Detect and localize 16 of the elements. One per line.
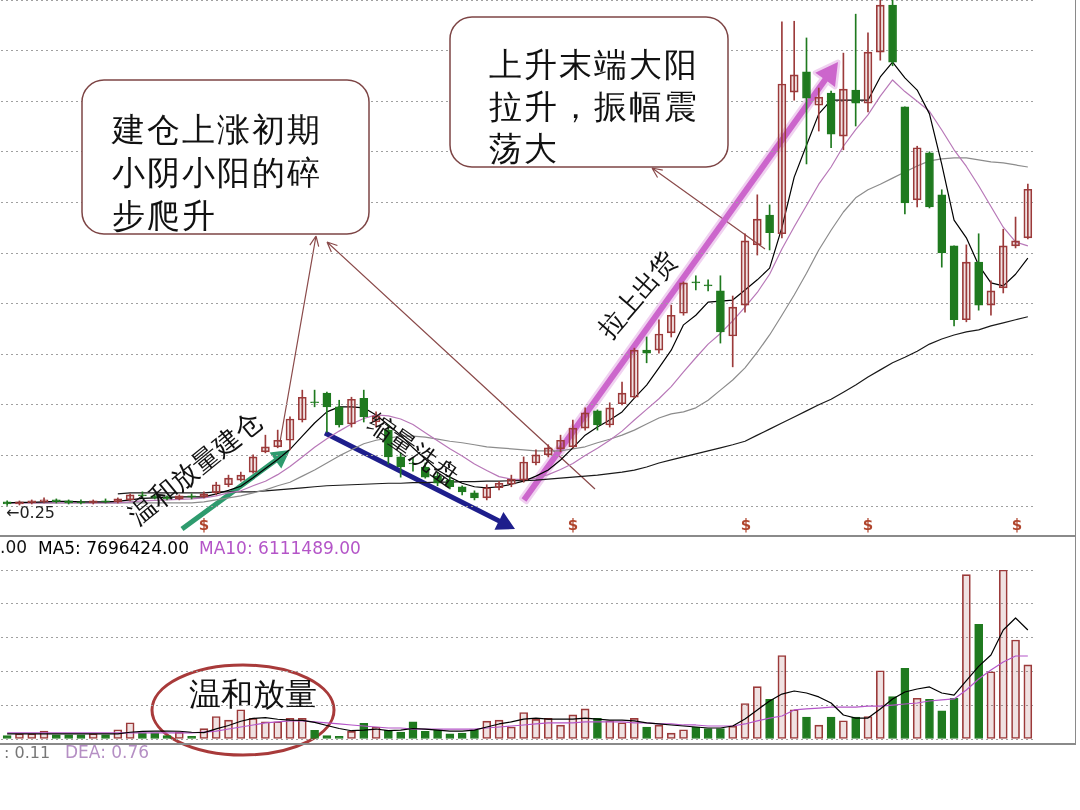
text: MA10: 6111489.00 xyxy=(199,538,361,558)
text: $ xyxy=(198,516,210,535)
annotation: ←0.25 xyxy=(6,502,56,523)
text: DEA: 0.76 xyxy=(65,742,150,763)
text: $ xyxy=(1011,516,1023,535)
annotation: 拉上出货 xyxy=(591,245,684,345)
text: : 0.11 xyxy=(4,742,51,763)
annotation: 缩量洗盘 xyxy=(361,407,465,493)
text: .00 xyxy=(0,537,28,558)
annotation: 建仓上涨初期小阴小阳的碎步爬升 xyxy=(112,109,323,237)
annotation: 上升末端大阳拉升，振幅震荡大 xyxy=(489,44,700,170)
text: $ xyxy=(862,516,874,535)
text: $ xyxy=(740,516,752,535)
text: $ xyxy=(567,516,579,535)
annotation: 温和放量 xyxy=(189,674,317,713)
text: MA5: 7696424.00 xyxy=(38,538,189,558)
